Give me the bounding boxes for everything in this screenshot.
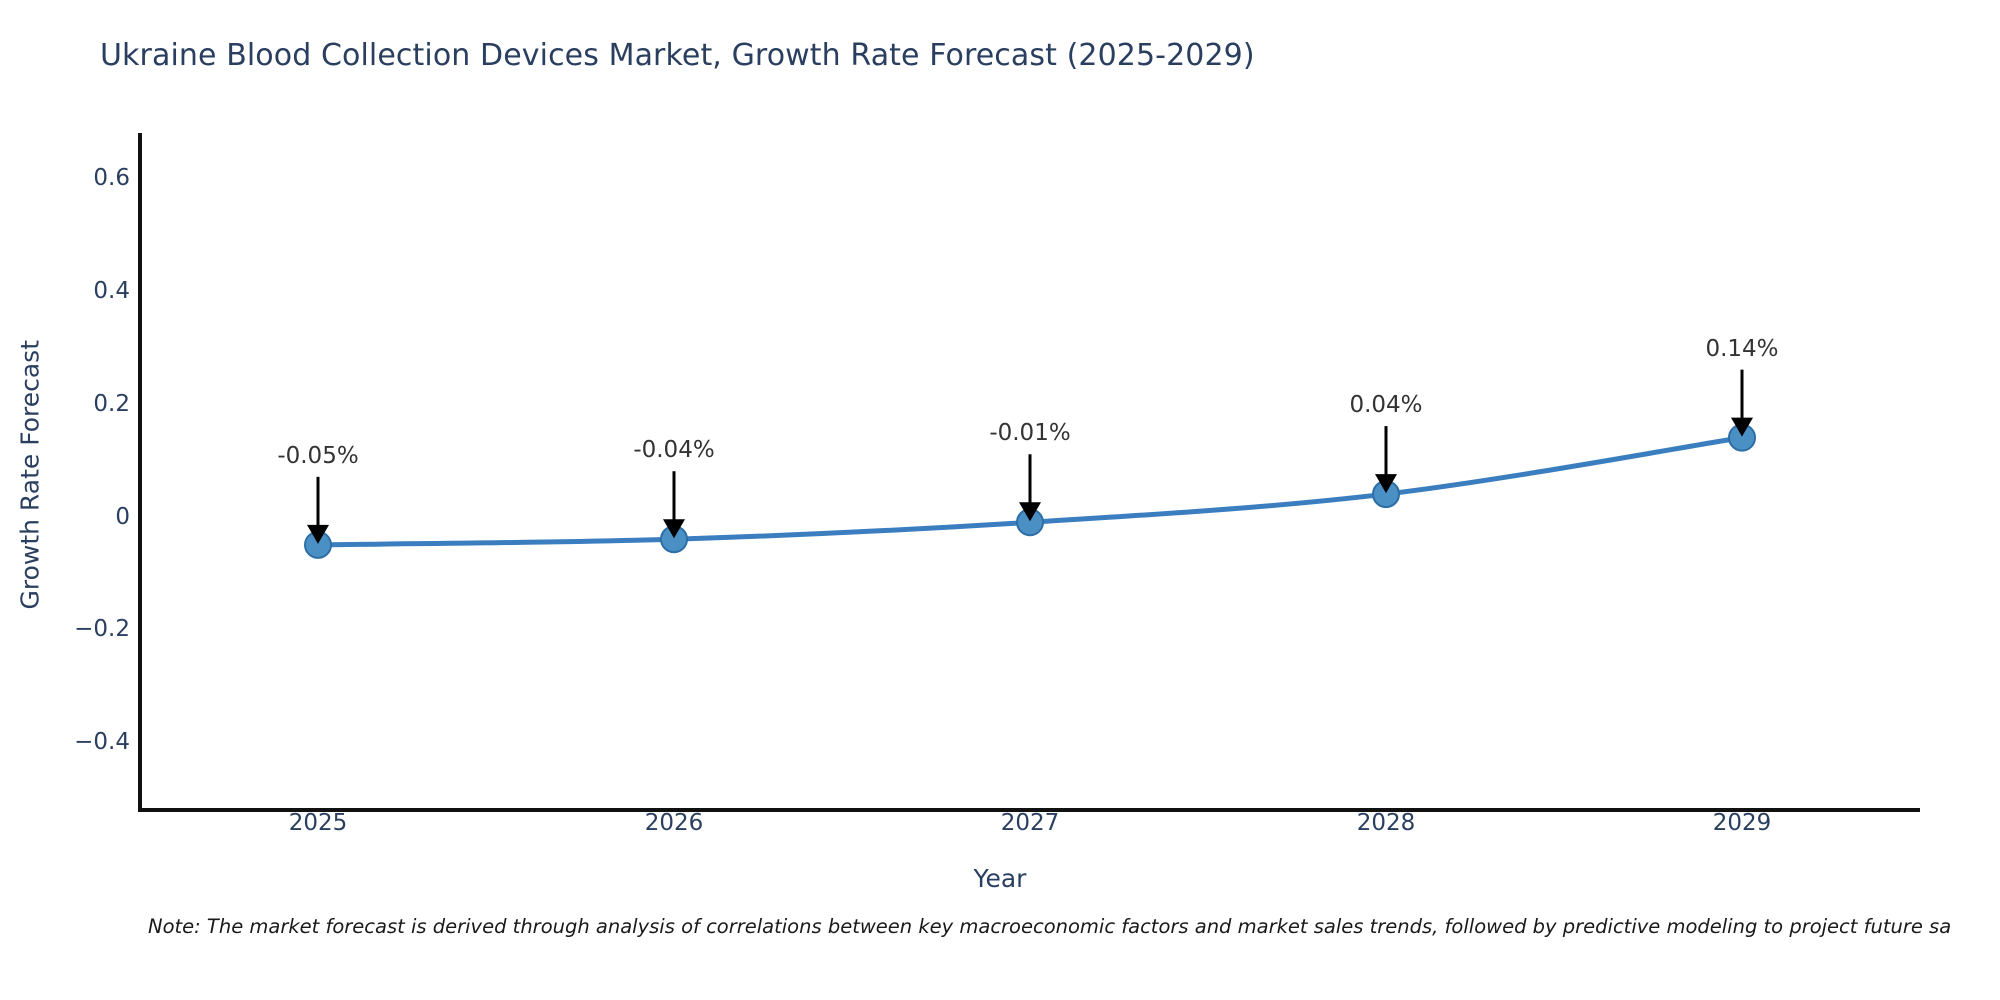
- y-tick-label: −0.2: [74, 616, 130, 643]
- x-tick-label: 2028: [1356, 810, 1416, 836]
- x-tick-label: 2029: [1712, 810, 1772, 836]
- data-point-label: -0.05%: [277, 442, 359, 469]
- x-axis-title: Year: [973, 864, 1027, 893]
- x-tick-label: 2027: [1000, 810, 1060, 836]
- data-point-label: -0.01%: [989, 420, 1071, 447]
- x-tick-label: 2026: [644, 810, 704, 836]
- annotation-arrow-head: [1019, 502, 1041, 522]
- y-tick-label: 0.4: [93, 277, 130, 304]
- annotation-arrow-head: [1375, 474, 1397, 494]
- data-point-label: -0.04%: [633, 437, 715, 464]
- annotation-arrows: [307, 369, 1753, 544]
- y-tick-label: 0: [115, 503, 130, 530]
- y-tick-labels: 0.6 0.4 0.2 0 −0.2 −0.4: [40, 0, 130, 1000]
- annotation-arrow-head: [663, 519, 685, 539]
- y-tick-label: 0.6: [93, 165, 130, 192]
- footer-note: Note: The market forecast is derived thr…: [148, 915, 1952, 938]
- data-point-label: 0.04%: [1349, 392, 1423, 419]
- y-tick-label: −0.4: [74, 729, 130, 756]
- annotation-arrow-head: [307, 524, 329, 544]
- y-tick-label: 0.2: [93, 390, 130, 417]
- page-title: Ukraine Blood Collection Devices Market,…: [100, 38, 1255, 73]
- x-tick-label: 2025: [288, 810, 348, 836]
- data-point-label: 0.14%: [1705, 335, 1779, 362]
- annotation-arrow-head: [1731, 417, 1753, 437]
